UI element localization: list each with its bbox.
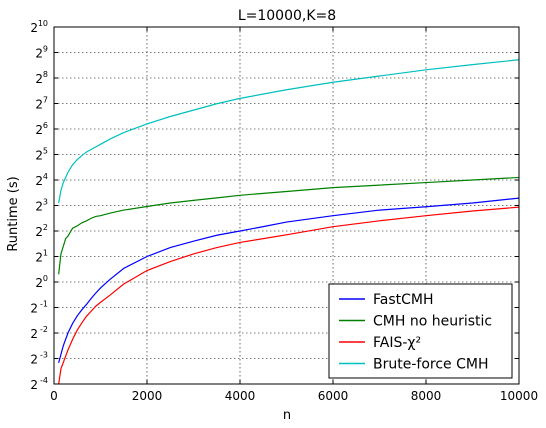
y-tick-base: 2 <box>35 200 43 214</box>
legend-label: CMH no heuristic <box>373 314 492 330</box>
y-tick-label: -12 <box>30 300 48 316</box>
axis-ticks <box>53 26 520 385</box>
y-tick-base: 2 <box>35 174 43 188</box>
y-tick-exponent: 2 <box>43 223 48 232</box>
y-tick-label: -42 <box>30 376 48 392</box>
y-tick-label: 52 <box>35 147 48 163</box>
y-tick-base: 2 <box>35 123 43 137</box>
series-line-cmh-no-heuristic <box>58 176 520 275</box>
y-tick-label: 02 <box>35 274 48 290</box>
y-tick-exponent: 4 <box>43 172 48 181</box>
y-tick-exponent: -2 <box>40 325 48 334</box>
y-tick-base: 2 <box>35 276 43 290</box>
y-tick-label: 92 <box>35 45 48 61</box>
y-tick-exponent: 9 <box>43 45 48 54</box>
y-tick-label: -22 <box>30 325 48 341</box>
y-tick-base: 2 <box>30 21 38 35</box>
legend-label: FastCMH <box>373 292 434 308</box>
x-axis-label: n <box>283 408 291 423</box>
y-tick-label: 82 <box>35 70 48 86</box>
y-tick-label: -32 <box>30 351 48 367</box>
series-line-fais- <box>58 206 520 385</box>
y-tick-exponent: 6 <box>43 121 48 130</box>
x-tick-label: 2000 <box>132 389 163 403</box>
y-tick-label: 12 <box>35 249 48 265</box>
y-tick-base: 2 <box>35 225 43 239</box>
y-tick-base: 2 <box>35 149 43 163</box>
y-tick-exponent: 1 <box>43 249 48 258</box>
chart-title: L=10000,K=8 <box>238 8 336 24</box>
y-tick-base: 2 <box>35 251 43 265</box>
y-tick-exponent: 7 <box>43 96 48 105</box>
y-tick-exponent: -3 <box>40 351 48 360</box>
x-tick-labels: 0 2000 4000 6000 8000 10000 <box>50 389 538 403</box>
plot-area <box>58 59 520 385</box>
y-tick-label: 72 <box>35 96 48 112</box>
legend-label: FAIS-χ² <box>373 335 421 351</box>
x-tick-label: 0 <box>50 389 58 403</box>
y-tick-base: 2 <box>30 353 38 367</box>
y-tick-exponent: -4 <box>40 376 48 385</box>
y-tick-exponent: 3 <box>43 198 48 207</box>
y-tick-label: 62 <box>35 121 48 137</box>
y-tick-label: 32 <box>35 198 48 214</box>
y-tick-base: 2 <box>30 378 38 392</box>
x-tick-label: 10000 <box>500 389 538 403</box>
legend: FastCMH CMH no heuristic FAIS-χ² Brute-forc… <box>328 283 513 379</box>
y-axis-label: Runtime (s) <box>6 176 21 251</box>
y-tick-exponent: 5 <box>43 147 48 156</box>
y-tick-base: 2 <box>30 327 38 341</box>
y-tick-exponent: 10 <box>38 19 48 28</box>
y-tick-exponent: -1 <box>40 300 48 309</box>
y-tick-base: 2 <box>35 98 43 112</box>
x-tick-label: 8000 <box>411 389 442 403</box>
series-line-fastcmh <box>58 197 520 364</box>
series-line-brute-force-cmh <box>58 59 520 204</box>
y-tick-exponent: 0 <box>43 274 48 283</box>
y-tick-label: 22 <box>35 223 48 239</box>
x-tick-label: 6000 <box>318 389 349 403</box>
y-tick-base: 2 <box>35 47 43 61</box>
y-tick-base: 2 <box>35 72 43 86</box>
y-tick-label: 42 <box>35 172 48 188</box>
y-tick-base: 2 <box>30 302 38 316</box>
y-tick-label: 102 <box>30 19 48 35</box>
y-tick-exponent: 8 <box>43 70 48 79</box>
x-tick-label: 4000 <box>225 389 256 403</box>
legend-label: Brute-force CMH <box>373 357 488 373</box>
